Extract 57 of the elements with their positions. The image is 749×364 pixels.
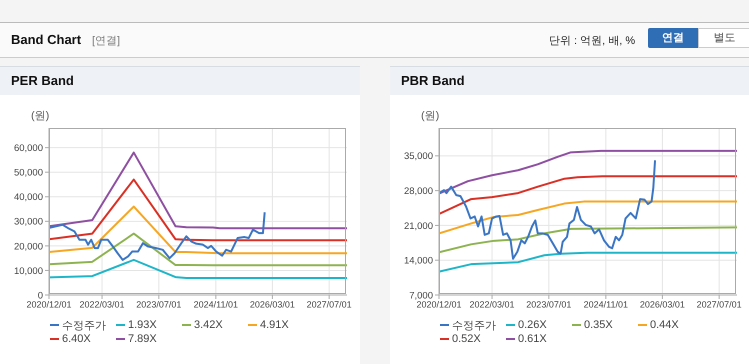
text: 별도: [698, 28, 749, 48]
legend-label: 7.89X: [128, 333, 157, 345]
line-series: [439, 200, 737, 234]
y-tick-label: 40,000: [14, 192, 43, 204]
legend-label: 4.91X: [260, 319, 289, 331]
line-series: [49, 232, 347, 266]
legend-label: 수정주가: [452, 318, 496, 332]
line-series: [49, 258, 347, 280]
y-axis-title: (원): [31, 109, 50, 123]
y-tick-label: 14,000: [404, 256, 433, 267]
text: Band Chart: [11, 32, 82, 47]
legend-label: 1.93X: [128, 319, 157, 331]
line-series: [439, 175, 737, 215]
y-tick-label: 0: [38, 290, 43, 302]
x-tick-label: 2023/07/01: [136, 299, 182, 310]
x-tick-label: 2027/07/01: [306, 299, 352, 310]
line-series: [49, 206, 347, 254]
legend-label: 0.44X: [650, 319, 679, 331]
line-series: [439, 150, 737, 195]
line-series: [49, 152, 347, 230]
y-tick-label: 35,000: [404, 151, 433, 162]
text: [연결]: [92, 34, 120, 48]
y-tick-label: 10,000: [14, 266, 43, 277]
x-tick-label: 2020/12/01: [26, 299, 72, 310]
legend-label: 6.40X: [62, 333, 91, 345]
line-series: [439, 159, 656, 260]
chart-title: PER Band: [11, 73, 74, 88]
y-tick-label: 20,000: [14, 241, 43, 252]
legend-label: 0.35X: [584, 319, 613, 331]
y-axis-title: (원): [421, 109, 440, 123]
line-series: [49, 211, 266, 261]
x-tick-label: 2026/03/01: [640, 299, 685, 310]
legend-label: 수정주가: [62, 318, 106, 332]
x-tick-label: 2023/07/01: [526, 299, 572, 310]
y-tick-label: 28,000: [404, 186, 433, 197]
x-tick-label: 2024/11/01: [584, 299, 628, 310]
x-tick-label: 2022/03/01: [470, 299, 515, 310]
legend-label: 0.61X: [518, 333, 547, 345]
y-tick-label: 7,000: [409, 290, 433, 302]
y-tick-label: 60,000: [14, 143, 43, 154]
y-tick-label: 50,000: [14, 168, 43, 179]
x-tick-label: 2027/07/01: [696, 299, 742, 310]
legend-label: 3.42X: [194, 319, 223, 331]
x-tick-label: 2026/03/01: [250, 299, 295, 310]
y-tick-label: 21,000: [404, 220, 433, 232]
legend-label: 0.52X: [452, 333, 481, 345]
chart-title: PBR Band: [401, 73, 465, 88]
line-series: [49, 178, 347, 242]
line-series: [439, 252, 737, 273]
legend-label: 0.26X: [518, 319, 547, 331]
text: 단위 : 억원, 배, %: [549, 34, 636, 48]
x-tick-label: 2020/12/01: [416, 299, 462, 310]
y-tick-label: 30,000: [14, 216, 43, 228]
x-tick-label: 2024/11/01: [194, 299, 238, 310]
x-tick-label: 2022/03/01: [80, 299, 125, 310]
text: 연결: [648, 28, 698, 48]
line-series: [439, 226, 737, 254]
